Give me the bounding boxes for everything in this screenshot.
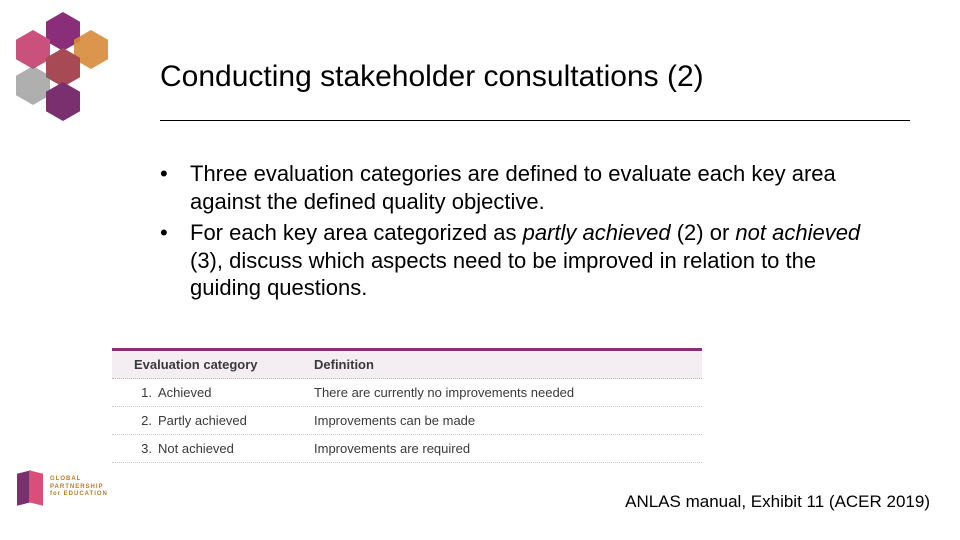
page-title: Conducting stakeholder consultations (2) xyxy=(160,60,910,94)
citation: ANLAS manual, Exhibit 11 (ACER 2019) xyxy=(625,492,930,512)
list-item: • Three evaluation categories are define… xyxy=(160,160,880,215)
bullet-text: Three evaluation categories are defined … xyxy=(190,160,880,215)
hex-logo-icon xyxy=(10,12,120,122)
bullet-list: • Three evaluation categories are define… xyxy=(160,160,880,306)
table-row: 1.Achieved There are currently no improv… xyxy=(112,379,702,407)
table-header: Evaluation category Definition xyxy=(112,351,702,379)
slide: Conducting stakeholder consultations (2)… xyxy=(0,0,960,540)
title-text: Conducting stakeholder consultations (2) xyxy=(160,60,910,94)
gpe-logo: GLOBAL PARTNERSHIP for EDUCATION xyxy=(14,465,149,510)
list-item: • For each key area categorized as partl… xyxy=(160,219,880,302)
bullet-dot: • xyxy=(160,160,190,215)
table-row: 2.Partly achieved Improvements can be ma… xyxy=(112,407,702,435)
table-row: 3.Not achieved Improvements are required xyxy=(112,435,702,463)
th-category: Evaluation category xyxy=(112,351,304,378)
bullet-dot: • xyxy=(160,219,190,302)
bullet-text: For each key area categorized as partly … xyxy=(190,219,880,302)
book-icon xyxy=(14,470,44,506)
evaluation-table: Evaluation category Definition 1.Achieve… xyxy=(112,348,702,463)
title-rule xyxy=(160,120,910,121)
th-definition: Definition xyxy=(304,351,702,378)
gpe-logo-text: GLOBAL PARTNERSHIP for EDUCATION xyxy=(50,476,108,499)
